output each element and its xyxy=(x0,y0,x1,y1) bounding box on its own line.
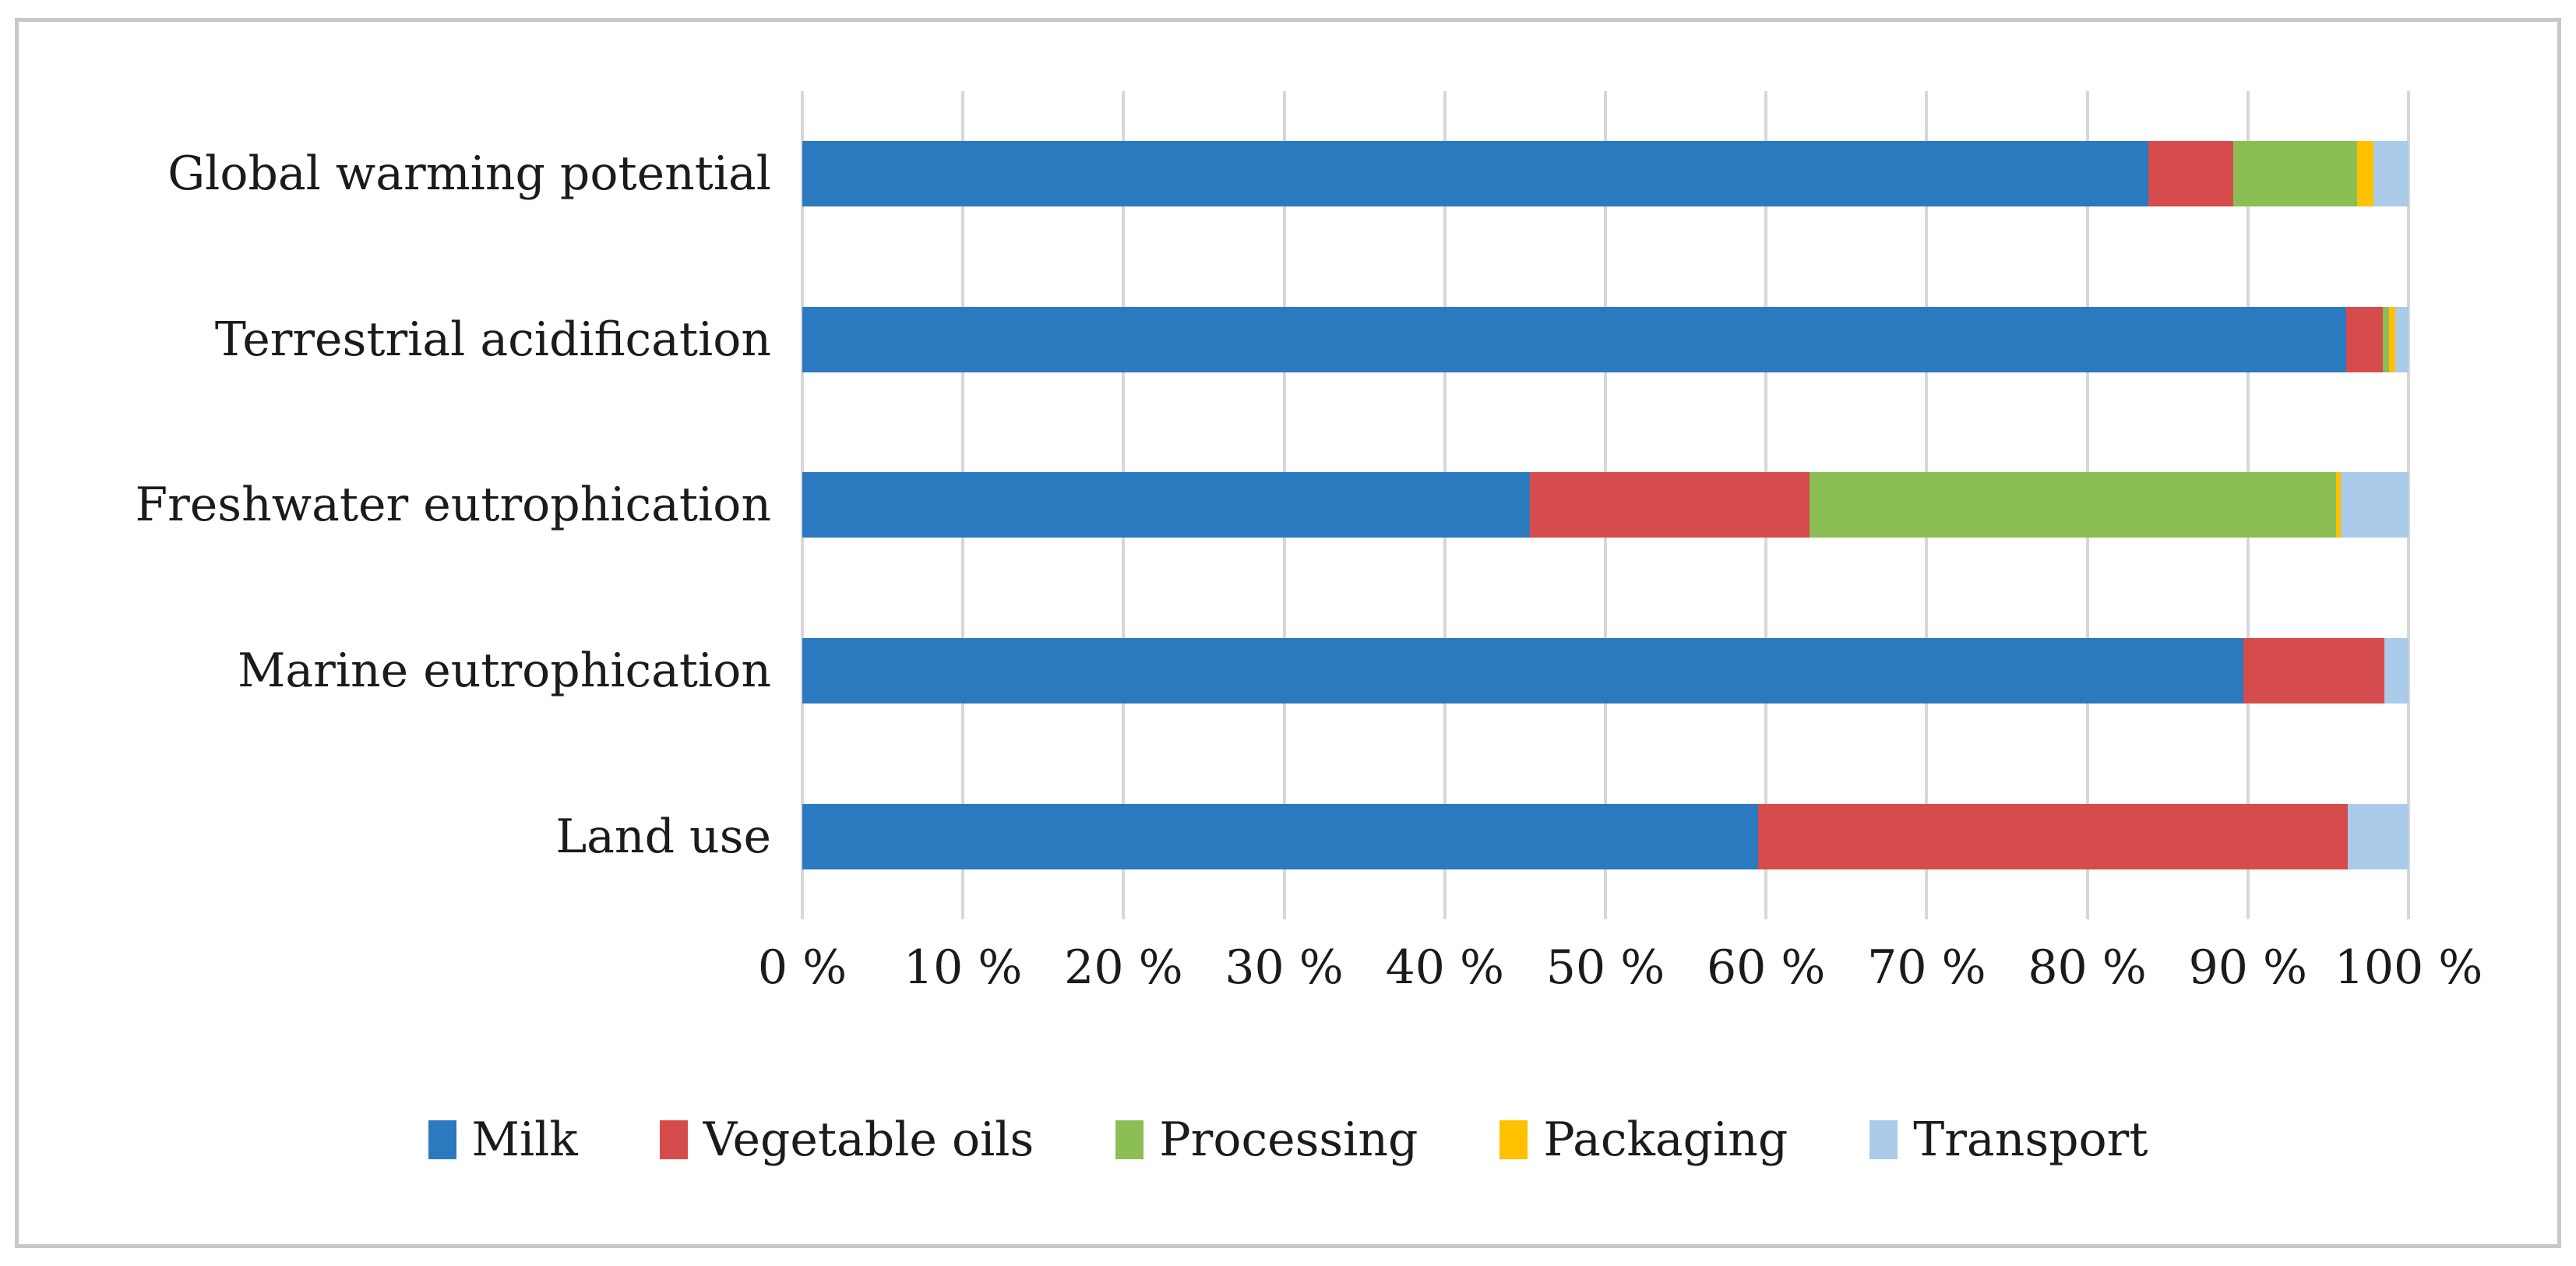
legend-label-milk: Milk xyxy=(471,1113,578,1167)
category-label-freshwater-eutrophication: Freshwater eutrophication xyxy=(135,478,771,533)
stacked-bar-global-warming-potential xyxy=(802,141,2409,207)
bar-segment-vegetable-oils xyxy=(2243,638,2385,704)
bar-segment-packaging xyxy=(2336,472,2342,538)
bar-segment-processing xyxy=(1809,472,2337,538)
bar-row-freshwater-eutrophication xyxy=(802,422,2409,588)
x-tick-label-90: 90 % xyxy=(2188,940,2308,995)
legend-item-vegetable-oils: Vegetable oils xyxy=(659,1113,1034,1167)
category-label-global-warming-potential: Global warming potential xyxy=(167,146,771,202)
bar-row-terrestrial-acidification xyxy=(802,257,2409,423)
bar-segment-vegetable-oils xyxy=(1530,472,1810,538)
legend-swatch-vegetable-oils xyxy=(659,1120,688,1159)
legend-label-packaging: Packaging xyxy=(1543,1113,1788,1167)
bar-segment-processing xyxy=(2233,141,2357,207)
legend-swatch-transport xyxy=(1869,1120,1898,1159)
bar-segment-packaging xyxy=(2357,141,2373,207)
category-label-terrestrial-acidification: Terrestrial acidification xyxy=(214,312,771,367)
stacked-bar-terrestrial-acidification xyxy=(802,306,2409,372)
legend-item-packaging: Packaging xyxy=(1499,1116,1788,1163)
bar-segment-processing xyxy=(2383,306,2390,372)
category-slot: Freshwater eutrophication xyxy=(31,422,771,588)
category-slot: Terrestrial acidification xyxy=(31,257,771,423)
x-tick-label-50: 50 % xyxy=(1545,940,1665,995)
gridline-100 xyxy=(2407,91,2410,919)
bar-segment-transport xyxy=(2384,638,2409,704)
legend-item-transport: Transport xyxy=(1869,1116,2148,1163)
category-slot: Global warming potential xyxy=(31,91,771,257)
category-label-land-use: Land use xyxy=(555,809,771,864)
bar-segment-milk xyxy=(802,803,1758,869)
bar-row-global-warming-potential xyxy=(802,91,2409,257)
bar-segment-transport xyxy=(2395,306,2409,372)
legend-label-vegetable-oils: Vegetable oils xyxy=(703,1113,1034,1167)
bar-row-land-use xyxy=(802,753,2409,919)
category-slot: Marine eutrophication xyxy=(31,588,771,754)
bar-row-marine-eutrophication xyxy=(802,588,2409,754)
bar-segment-milk xyxy=(802,472,1531,538)
x-tick-label-60: 60 % xyxy=(1706,940,1826,995)
x-tick-label-10: 10 % xyxy=(903,940,1023,995)
x-tick-label-80: 80 % xyxy=(2028,940,2147,995)
x-tick-label-40: 40 % xyxy=(1385,940,1505,995)
legend-label-transport: Transport xyxy=(1913,1113,2148,1167)
bar-segment-milk xyxy=(802,638,2243,704)
plot-area xyxy=(801,91,2410,919)
legend-label-processing: Processing xyxy=(1159,1113,1418,1167)
bar-segment-vegetable-oils xyxy=(2345,306,2383,372)
bar-rows xyxy=(802,91,2409,919)
category-label-marine-eutrophication: Marine eutrophication xyxy=(237,644,771,699)
bar-segment-transport xyxy=(2373,141,2409,207)
legend-swatch-processing xyxy=(1115,1120,1144,1159)
legend-swatch-packaging xyxy=(1499,1120,1528,1159)
legend-item-milk: Milk xyxy=(428,1116,578,1163)
x-tick-label-100: 100 % xyxy=(2334,940,2483,995)
stacked-bar-marine-eutrophication xyxy=(802,638,2409,704)
bar-segment-vegetable-oils xyxy=(1757,803,2348,869)
bar-segment-transport xyxy=(2347,803,2409,869)
bar-segment-milk xyxy=(802,141,2148,207)
bar-segment-packaging xyxy=(2389,306,2396,372)
category-slot: Land use xyxy=(31,753,771,919)
x-tick-label-0: 0 % xyxy=(757,940,848,995)
bar-segment-vegetable-oils xyxy=(2148,141,2234,207)
x-tick-label-70: 70 % xyxy=(1867,940,1986,995)
stacked-bar-land-use xyxy=(802,803,2409,869)
figure-frame xyxy=(15,18,2561,1248)
x-axis: 0 % 10 % 20 % 30 % 40 % 50 % 60 % 70 % 80 % 90 % 1… xyxy=(758,940,2483,1030)
category-axis: Global warming potential Terrestrial acid… xyxy=(31,91,771,919)
legend: Milk Vegetable oils Processing Packaging Tra… xyxy=(0,1089,2576,1190)
legend-item-processing: Processing xyxy=(1115,1116,1418,1163)
bar-segment-milk xyxy=(802,306,2346,372)
bar-segment-transport xyxy=(2341,472,2409,538)
x-tick-label-20: 20 % xyxy=(1064,940,1183,995)
stacked-bar-freshwater-eutrophication xyxy=(802,472,2409,538)
legend-swatch-milk xyxy=(428,1120,456,1159)
x-tick-label-30: 30 % xyxy=(1225,940,1344,995)
